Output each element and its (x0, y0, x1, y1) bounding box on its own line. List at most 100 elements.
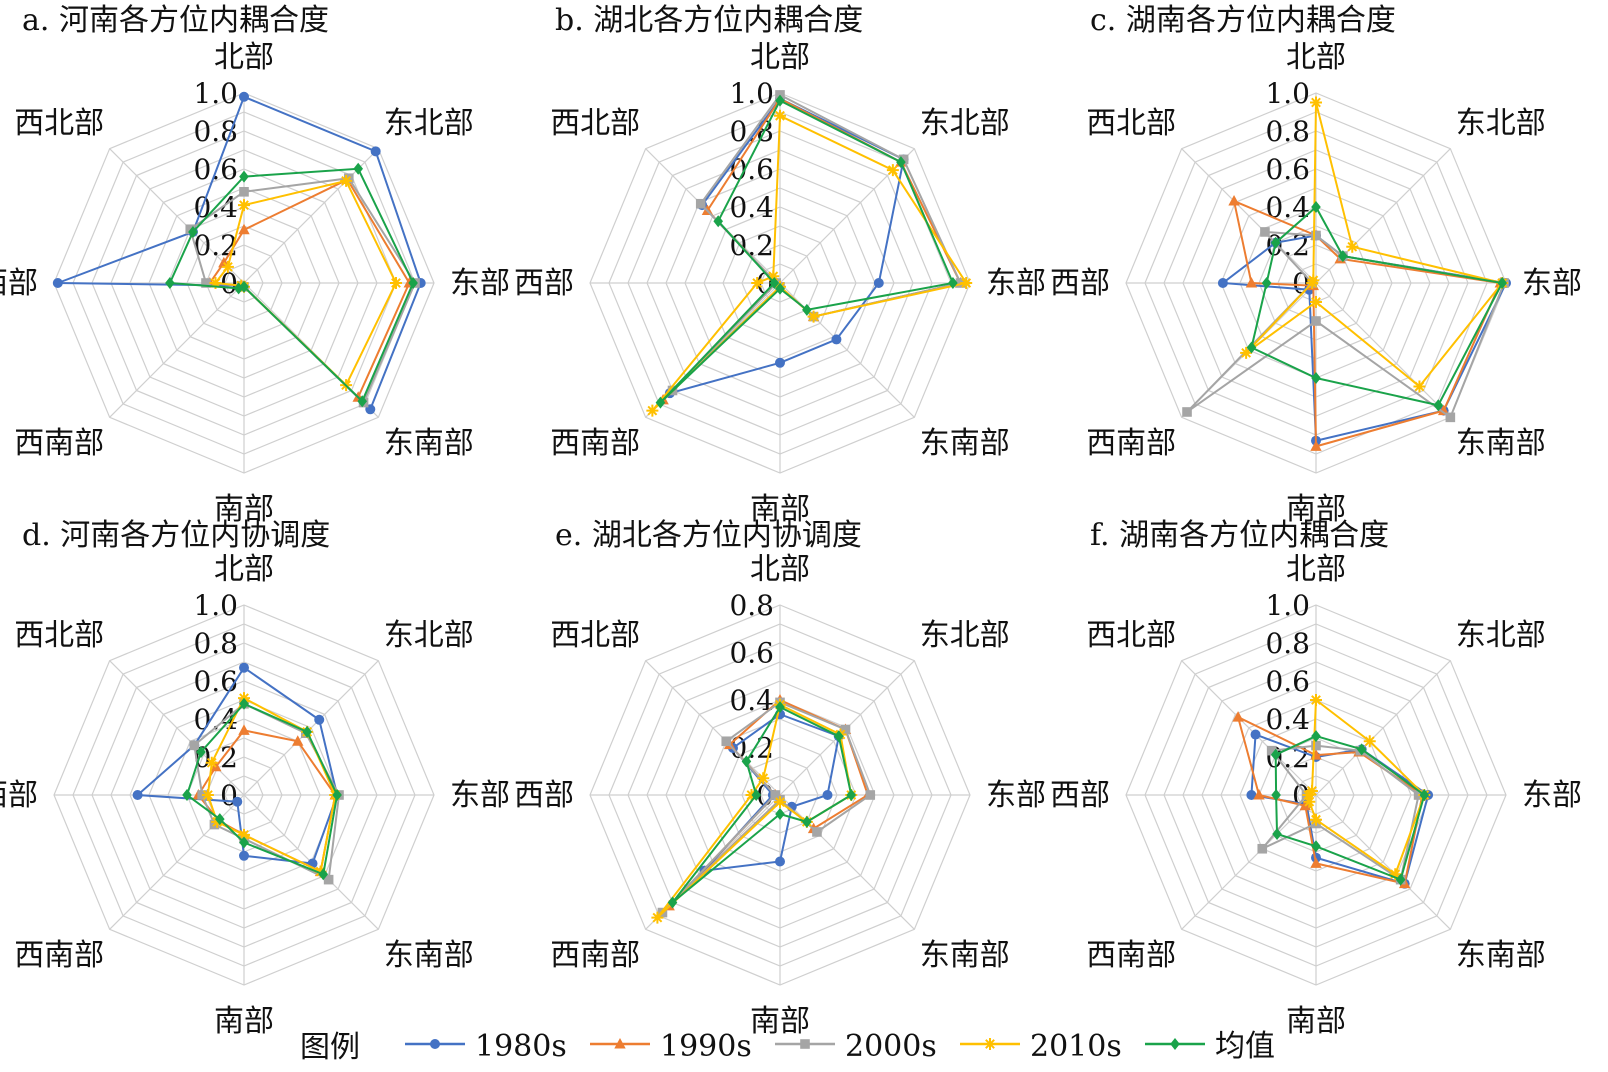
data-point (1310, 96, 1322, 109)
data-point (775, 94, 785, 107)
data-point (775, 282, 785, 295)
data-point (948, 277, 958, 289)
data-point (332, 789, 342, 801)
data-point (238, 199, 250, 212)
series-均值 (182, 697, 342, 881)
data-point (1307, 274, 1320, 287)
legend-label: 2010s (1030, 1029, 1122, 1064)
axis-label: 南部 (750, 1004, 810, 1039)
data-point (1228, 195, 1240, 206)
data-point (822, 790, 833, 800)
data-point (1310, 813, 1322, 826)
axis-label: 西南部 (550, 938, 640, 973)
axis-label: 西北部 (550, 106, 640, 141)
data-point (1261, 277, 1272, 289)
data-point (751, 789, 762, 801)
axis-label: 西南部 (14, 938, 104, 973)
data-point (353, 162, 363, 175)
axis-label: 南部 (1286, 492, 1346, 527)
series-均值 (1246, 201, 1507, 412)
data-point (655, 396, 666, 409)
tick-label: 1.0 (729, 77, 774, 110)
data-point (1437, 404, 1450, 416)
axis-label: 西南部 (550, 426, 640, 461)
data-point (196, 746, 206, 759)
grid-spoke (1181, 660, 1317, 796)
legend-entry: 2000s (775, 1029, 937, 1064)
data-point (1232, 711, 1244, 722)
axis-label: 东南部 (920, 426, 1010, 461)
tick-label: 0.8 (729, 589, 774, 622)
axis-label: 西北部 (1086, 618, 1176, 653)
axis-label: 西南部 (1086, 426, 1176, 461)
legend-label: 2000s (845, 1029, 937, 1064)
data-point (775, 856, 785, 867)
data-point (232, 796, 243, 807)
data-point (52, 278, 63, 288)
axis-label: 东部 (986, 266, 1046, 301)
data-point (165, 277, 175, 289)
data-point (215, 813, 225, 826)
data-point (1310, 694, 1322, 706)
data-point (211, 815, 224, 828)
data-point (831, 334, 842, 345)
data-point (1310, 857, 1322, 868)
axis-label: 北部 (1286, 40, 1346, 75)
data-point (667, 896, 678, 909)
axis-label: 西部 (514, 266, 574, 301)
axis-label: 北部 (750, 552, 810, 587)
tick-label: 1.0 (193, 589, 238, 622)
data-point (886, 164, 899, 177)
data-point (1311, 201, 1321, 213)
data-point (1311, 230, 1321, 241)
data-point (1270, 236, 1281, 249)
axis-label: 东部 (986, 778, 1046, 813)
series-1980s (52, 91, 426, 415)
data-point (802, 815, 812, 828)
data-point (238, 223, 250, 235)
chart-title: b. 湖北各方位内耦合度 (555, 3, 863, 38)
axis-label: 西北部 (14, 618, 104, 653)
data-point (1303, 795, 1316, 808)
data-point (302, 725, 312, 738)
radar-panels: a. 河南各方位内耦合度北部东北部东部东南部南部西南部西部西北部00.20.40… (0, 3, 1582, 1039)
legend-label: 1980s (475, 1029, 567, 1064)
legend-marker (984, 1038, 996, 1050)
data-point (1346, 240, 1359, 253)
data-point (340, 174, 353, 187)
data-point (1272, 827, 1282, 840)
tick-label: 0.6 (193, 665, 238, 698)
axis-label: 东北部 (384, 106, 474, 141)
data-point (1395, 873, 1406, 886)
axis-label: 东北部 (920, 618, 1010, 653)
legend-marker (800, 1039, 810, 1049)
data-point (695, 198, 706, 209)
tick-label: 0.8 (193, 627, 238, 660)
axis-label: 东部 (450, 266, 510, 301)
data-point (239, 836, 249, 849)
data-point (205, 756, 218, 769)
data-point (646, 404, 659, 417)
tick-label: 1.0 (1265, 589, 1310, 622)
data-point (221, 260, 234, 273)
data-point (846, 789, 857, 801)
series-均值 (667, 701, 857, 909)
radar-panel-3: c. 湖南各方位内耦合度北部东北部东部东南部南部西南部西部西北部00.20.40… (1050, 3, 1582, 527)
axis-label: 西部 (1050, 778, 1110, 813)
data-point (233, 282, 244, 295)
data-point (1271, 789, 1281, 801)
legend-label: 1990s (660, 1029, 752, 1064)
tick-label: 0.6 (1265, 153, 1310, 186)
data-point (1445, 412, 1456, 423)
data-point (239, 91, 249, 102)
axis-label: 南部 (1286, 1004, 1346, 1039)
data-point (292, 735, 304, 746)
data-point (775, 357, 785, 368)
data-point (1311, 840, 1321, 853)
data-point (774, 109, 786, 122)
axis-label: 东北部 (920, 106, 1010, 141)
data-point (201, 789, 214, 801)
axis-label: 北部 (1286, 552, 1346, 587)
legend-title: 图例 (300, 1030, 360, 1065)
data-point (751, 277, 764, 289)
